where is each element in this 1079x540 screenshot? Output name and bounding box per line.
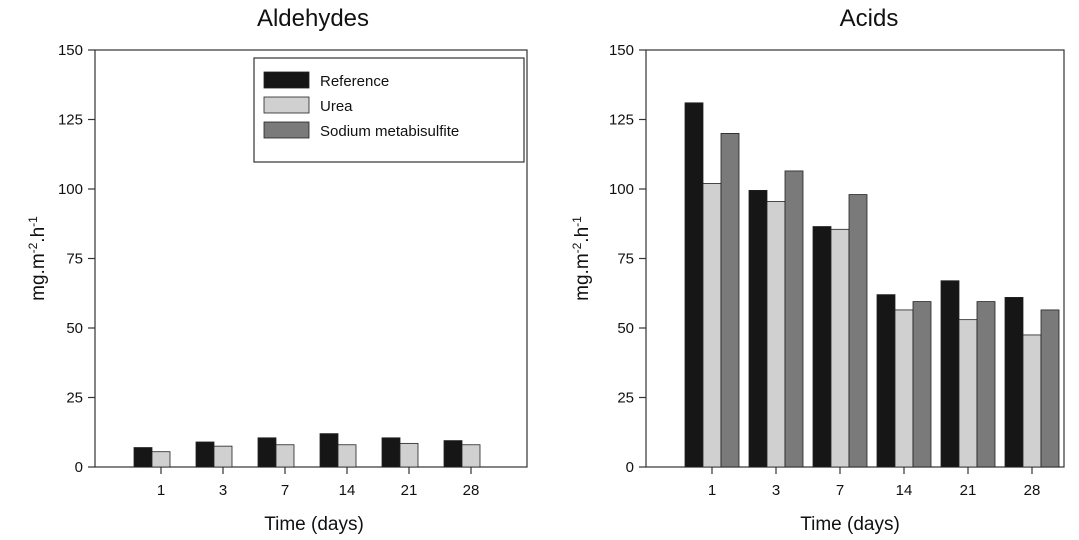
legend-swatch [263,121,310,139]
chart-title: Aldehydes [257,5,369,32]
bar-urea [702,183,722,468]
x-tick-label: 21 [960,482,977,499]
bar-urea [1022,334,1042,468]
bar-reference [748,189,768,468]
bar-reference [443,440,463,468]
chart-panel-acids: Acids 0 25 50 75 100 125 150 1 3 7 14 21 28 Time (days… [570,5,1065,535]
legend-entry: Sodium metabisulfite [320,123,459,140]
bar-urea [337,444,357,468]
x-axis-label: Time (days) [800,514,900,535]
bar-reference [876,294,896,468]
y-axis-label-part: mg.m [28,253,49,301]
x-tick-label: 28 [1024,482,1041,499]
y-axis-label: mg.m-2.h-1 [26,216,49,301]
y-axis-label-superscript: -1 [570,216,584,227]
y-tick-label: 125 [58,112,83,129]
y-tick-label: 150 [58,42,83,59]
bar-reference [1004,297,1024,468]
bar-urea [830,228,850,468]
y-tick-label: 100 [609,181,634,198]
bar-urea [151,451,171,468]
chart-panel-aldehydes: Aldehydes 0 25 50 75 100 125 150 1 3 7 14 21 28 Time (… [26,5,528,535]
bar-urea [275,444,295,468]
bar-sodium-metabisulfite [976,301,996,468]
bar-sodium-metabisulfite [784,170,804,468]
legend-swatch [263,96,310,114]
y-axis-label-part: .h [28,227,49,243]
bar-reference [940,280,960,468]
legend: Reference Urea Sodium metabisulfite [253,57,525,163]
bar-urea [958,319,978,468]
y-axis-label-part: mg.m [572,253,593,301]
x-tick-label: 1 [708,482,716,499]
legend-entry: Urea [320,98,353,115]
bar-sodium-metabisulfite [912,301,932,468]
x-tick-label: 3 [772,482,780,499]
y-tick-label: 75 [66,251,83,268]
bar-reference [257,437,277,468]
y-axis-label: mg.m-2.h-1 [570,216,593,301]
bar-urea [399,442,419,468]
bar-urea [766,201,786,468]
bar-reference [812,226,832,468]
y-axis-label-superscript: -2 [570,242,584,253]
x-tick-label: 28 [463,482,480,499]
bar-urea [894,309,914,468]
y-tick-label: 50 [66,320,83,337]
chart-title: Acids [840,5,899,32]
bar-reference [319,433,339,468]
x-tick-label: 14 [339,482,356,499]
y-tick-label: 25 [617,390,634,407]
y-tick-label: 25 [66,390,83,407]
x-tick-label: 14 [896,482,913,499]
y-axis-label-superscript: -2 [26,242,40,253]
x-tick-label: 7 [836,482,844,499]
bar-urea [461,444,481,468]
bar-sodium-metabisulfite [1040,309,1060,468]
bar-reference [133,447,153,468]
y-tick-label: 0 [626,459,634,476]
y-tick-label: 0 [75,459,83,476]
bar-reference [381,437,401,468]
x-tick-label: 21 [401,482,418,499]
x-tick-label: 7 [281,482,289,499]
bar-reference [684,102,704,468]
y-tick-label: 125 [609,112,634,129]
legend-swatch [263,71,310,89]
bar-reference [195,441,215,468]
y-axis-label-superscript: -1 [26,216,40,227]
bar-urea [213,445,233,468]
bar-sodium-metabisulfite [848,194,868,468]
y-tick-label: 100 [58,181,83,198]
y-axis-label-part: .h [572,227,593,243]
x-tick-label: 3 [219,482,227,499]
y-tick-label: 50 [617,320,634,337]
y-tick-label: 75 [617,251,634,268]
x-tick-label: 1 [157,482,165,499]
legend-entry: Reference [320,73,389,90]
x-axis-label: Time (days) [264,514,364,535]
bar-sodium-metabisulfite [720,132,740,468]
y-tick-label: 150 [609,42,634,59]
